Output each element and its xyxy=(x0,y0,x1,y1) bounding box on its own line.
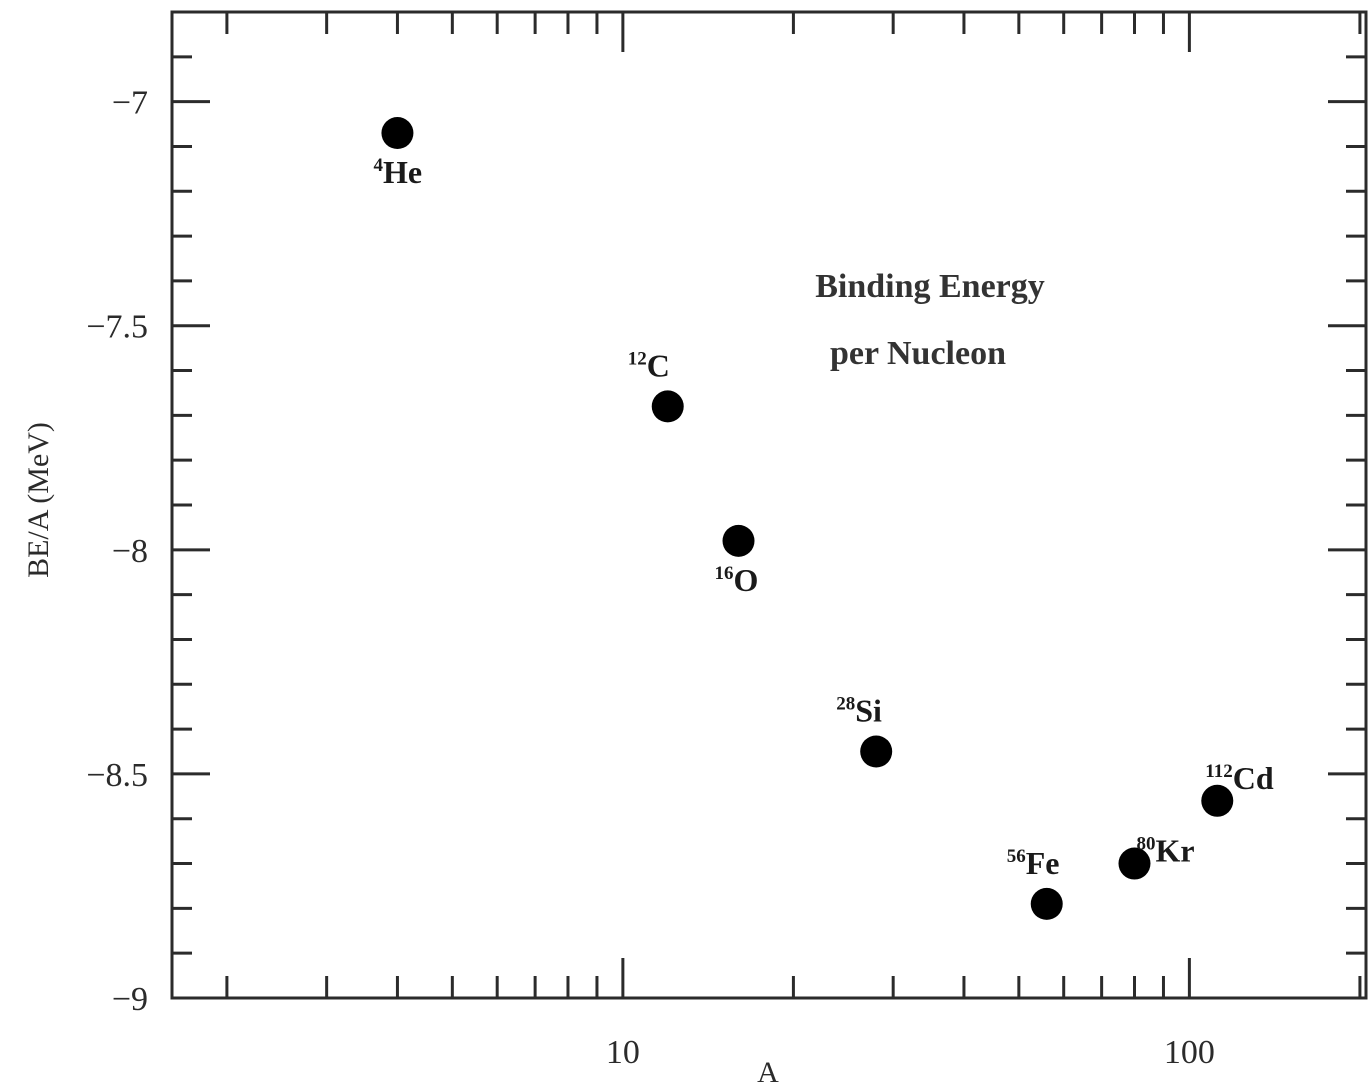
point-label: 4He xyxy=(373,154,422,190)
y-axis-ticks xyxy=(172,10,1366,1000)
y-tick-label: −8.5 xyxy=(86,757,148,794)
data-point xyxy=(1118,847,1151,880)
annotation-line-2: per Nucleon xyxy=(830,335,1006,372)
x-axis-tick-labels: 10 100 xyxy=(606,1034,1215,1071)
point-label: 16O xyxy=(715,562,759,598)
point-label: 80Kr xyxy=(1136,833,1194,869)
point-label: 28Si xyxy=(836,693,882,729)
annotation-line-1: Binding Energy xyxy=(815,268,1045,305)
data-point xyxy=(722,524,755,557)
y-axis-title: BE/A (MeV) xyxy=(22,422,55,578)
y-tick-label: −7.5 xyxy=(86,309,148,346)
x-axis-ticks xyxy=(225,12,1362,998)
point-label: 56Fe xyxy=(1007,845,1060,881)
x-tick-label: 10 xyxy=(606,1034,640,1071)
data-point xyxy=(1030,887,1063,920)
x-axis-title: A xyxy=(757,1056,779,1089)
point-label: 12C xyxy=(628,347,670,383)
y-tick-label: −9 xyxy=(112,981,148,1018)
data-point xyxy=(1201,784,1234,817)
y-tick-label: −8 xyxy=(112,533,148,570)
y-axis-tick-labels: −7 −7.5 −8 −8.5 −9 xyxy=(86,85,148,1018)
data-point xyxy=(381,117,414,150)
point-label: 112Cd xyxy=(1205,760,1274,796)
x-tick-label: 100 xyxy=(1164,1034,1215,1071)
data-point xyxy=(860,735,893,768)
data-points: 4He 12C 16O 28Si 56Fe 80Kr 112Cd xyxy=(373,117,1274,920)
data-point xyxy=(651,390,684,423)
y-tick-label: −7 xyxy=(112,85,148,122)
